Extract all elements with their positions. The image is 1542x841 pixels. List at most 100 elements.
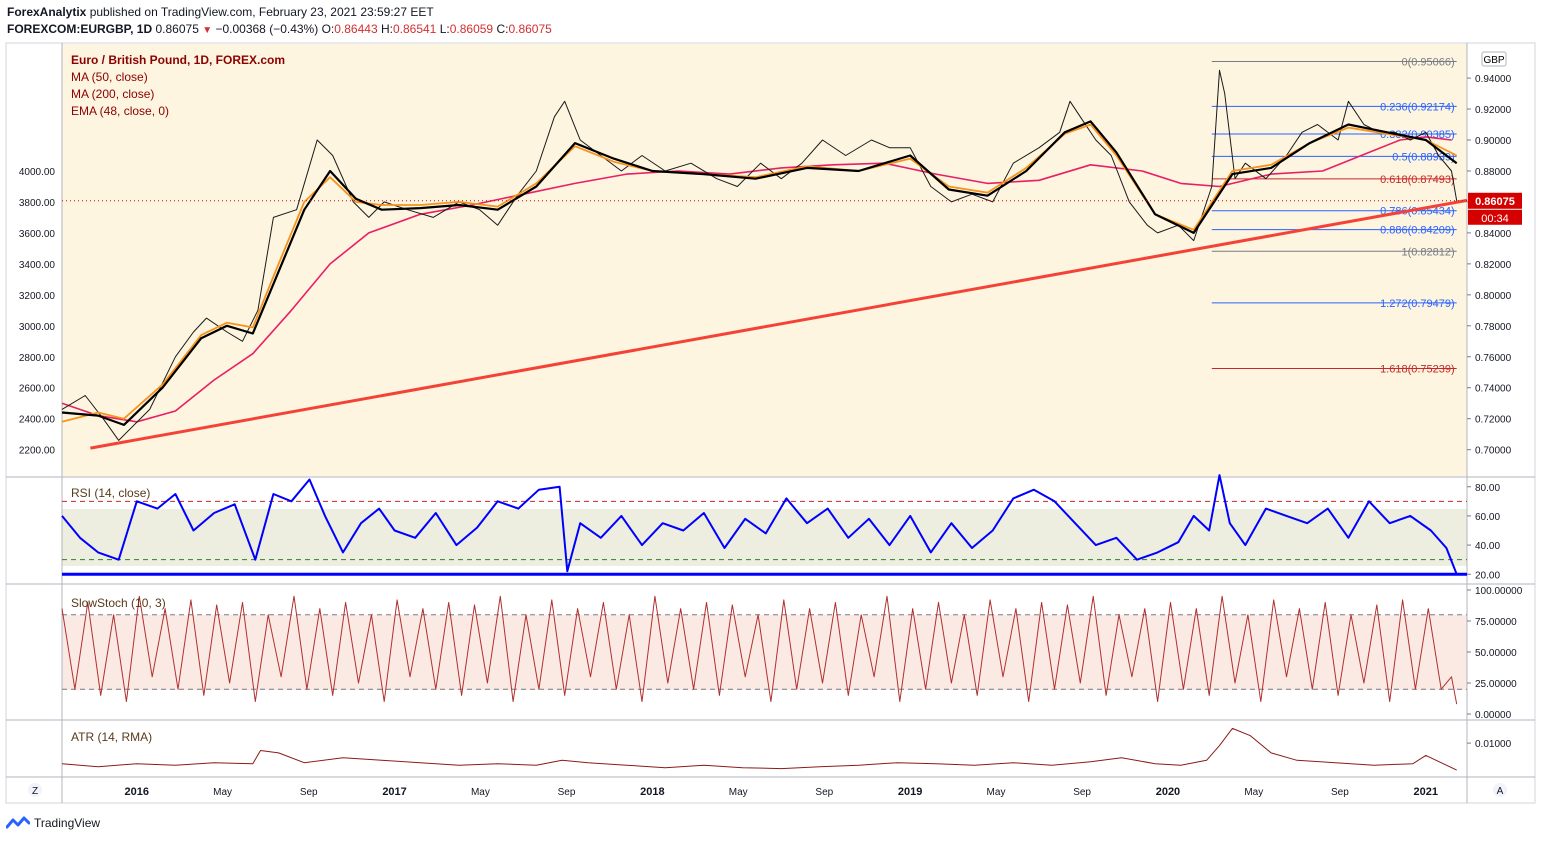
time-axis-label: May [213, 787, 232, 798]
time-axis-label: May [471, 787, 490, 798]
low-label: L: [439, 22, 450, 36]
countdown-tag: 00:34 [1481, 213, 1509, 225]
rsi-axis-tick-label: 80.00 [1475, 483, 1500, 494]
left-axis-tick-label: 2800.00 [19, 353, 56, 364]
rsi-band-fill [62, 509, 1467, 566]
left-axis-tick-label: 2600.00 [19, 384, 56, 395]
left-price-axis[interactable]: 2200.00 2400.00 2600.00 2800.00 3000.00 3200.… [19, 167, 56, 457]
atr-axis[interactable]: 0.01000 [1467, 739, 1512, 750]
time-axis-label: 2020 [1156, 786, 1180, 798]
high-value: 0.86541 [392, 22, 437, 36]
fib-level-label: 0.786(0.85434) [1380, 206, 1455, 218]
rsi-axis[interactable]: 20.00 40.00 60.00 80.00 [1467, 483, 1500, 582]
tradingview-logo-icon [6, 816, 30, 829]
low-value: 0.86059 [449, 22, 494, 36]
fib-level-label: 0.236(0.92174) [1380, 101, 1455, 113]
right-axis-tick-label: 0.76000 [1475, 353, 1512, 364]
last-price: 0.86075 [155, 22, 199, 36]
chart-series [61, 69, 1468, 771]
fib-level-label: 0.5(0.88939) [1392, 151, 1454, 163]
fib-level-label: 0.886(0.84209) [1380, 225, 1455, 237]
close-value: 0.86075 [508, 22, 552, 36]
time-axis-label: 2021 [1414, 786, 1438, 798]
fib-level-label: 1.618(0.75239) [1380, 364, 1455, 376]
left-axis-tick-label: 3400.00 [19, 260, 56, 271]
fib-level-label: 1(0.82812) [1401, 246, 1454, 258]
ohlc-bar: FOREXCOM:EURGBP, 1D 0.86075 ▼ −0.00368 (… [7, 22, 552, 36]
rsi-axis-tick-label: 60.00 [1475, 512, 1500, 523]
time-axis[interactable]: 2016 May Sep 2017 May Sep 2018 May Sep 2019 May Sep… [125, 786, 1438, 798]
stoch-legend[interactable]: SlowStoch (10, 3) [71, 596, 166, 610]
stoch-axis-tick-label: 0.00000 [1475, 710, 1512, 721]
time-axis-label: May [987, 787, 1006, 798]
trendline [90, 198, 1468, 450]
rsi-axis-tick-label: 40.00 [1475, 541, 1500, 552]
price-tags: 0.86075 00:34 [1468, 192, 1522, 225]
z-icon[interactable]: Z [32, 786, 38, 797]
right-axis-tick-label: 0.92000 [1475, 105, 1512, 116]
right-axis-tick-label: 0.84000 [1475, 229, 1512, 240]
right-axis-tick-label: 0.70000 [1475, 446, 1512, 457]
time-axis-label: Sep [815, 787, 833, 798]
time-axis-label: 2017 [382, 786, 406, 798]
symbol-label: FOREXCOM:EURGBP, 1D [7, 22, 153, 36]
time-axis-label: May [1244, 787, 1263, 798]
high-label: H: [380, 22, 393, 36]
publisher-name: ForexAnalytix [7, 5, 87, 19]
last-price-tag-bg [1468, 192, 1522, 209]
right-axis-tick-label: 0.88000 [1475, 167, 1512, 178]
time-axis-label: Sep [300, 787, 318, 798]
price-change: −0.00368 (−0.43%) [215, 22, 319, 36]
atr-line [61, 727, 1457, 771]
countdown-tag-bg [1468, 209, 1522, 225]
rsi-axis-tick-label: 20.00 [1475, 570, 1500, 581]
timezone-button[interactable]: Z [28, 783, 42, 797]
down-arrow-icon: ▼ [202, 25, 213, 36]
tradingview-brand[interactable]: TradingView [34, 816, 101, 830]
ma50-line [61, 120, 1458, 426]
atr-axis-tick-label: 0.01000 [1475, 739, 1512, 750]
left-axis-tick-label: 3200.00 [19, 291, 56, 302]
stoch-axis[interactable]: 0.00000 25.00000 50.00000 75.00000 100.00000 [1467, 586, 1523, 721]
right-axis-tick-label: 0.82000 [1475, 260, 1512, 271]
chart-title: Euro / British Pound, 1D, FOREX.com [71, 53, 285, 67]
price-line [61, 69, 1458, 441]
left-axis-tick-label: 3000.00 [19, 322, 56, 333]
stoch-axis-tick-label: 25.00000 [1475, 679, 1517, 690]
right-axis-tick-label: 0.72000 [1475, 415, 1512, 426]
legend-ma50[interactable]: MA (50, close) [71, 70, 148, 84]
close-label: C: [496, 22, 509, 36]
open-label: O: [321, 22, 335, 36]
auto-scale-button[interactable]: A [1493, 783, 1507, 797]
right-axis-tick-label: 0.94000 [1475, 74, 1512, 85]
time-axis-label: Sep [1073, 787, 1091, 798]
time-axis-label: Sep [558, 787, 576, 798]
published-text: published on TradingView.com, February 2… [89, 5, 434, 19]
open-value: 0.86443 [334, 22, 378, 36]
pane-legends: Euro / British Pound, 1D, FOREX.com MA (… [71, 53, 285, 744]
publish-info: ForexAnalytix published on TradingView.c… [7, 5, 434, 19]
rsi-legend[interactable]: RSI (14, close) [71, 486, 150, 500]
left-axis-tick-label: 2200.00 [19, 446, 56, 457]
currency-badge: GBP [1481, 51, 1507, 67]
right-axis-tick-label: 0.90000 [1475, 136, 1512, 147]
time-axis-label: May [729, 787, 748, 798]
price-pane-bg [62, 44, 1467, 476]
time-axis-label: 2018 [640, 786, 664, 798]
time-axis-label: 2019 [898, 786, 922, 798]
right-axis-tick-label: 0.78000 [1475, 322, 1512, 333]
tradingview-footer[interactable]: TradingView [6, 815, 100, 831]
fibonacci-retracement[interactable]: 0(0.95066)0.236(0.92174)0.382(0.90385)0.… [1211, 57, 1457, 376]
last-price-tag: 0.86075 [1475, 196, 1515, 208]
auto-icon[interactable]: A [1497, 786, 1504, 797]
right-axis-tick-label: 0.74000 [1475, 384, 1512, 395]
time-axis-label: 2016 [125, 786, 149, 798]
legend-ma200[interactable]: MA (200, close) [71, 87, 154, 101]
stoch-line [61, 595, 1458, 705]
atr-legend[interactable]: ATR (14, RMA) [71, 730, 152, 744]
fib-level-label: 0.618(0.87493) [1380, 174, 1455, 186]
stoch-axis-tick-label: 100.00000 [1475, 586, 1523, 597]
legend-ema48[interactable]: EMA (48, close, 0) [71, 104, 169, 118]
time-axis-label: Sep [1331, 787, 1349, 798]
